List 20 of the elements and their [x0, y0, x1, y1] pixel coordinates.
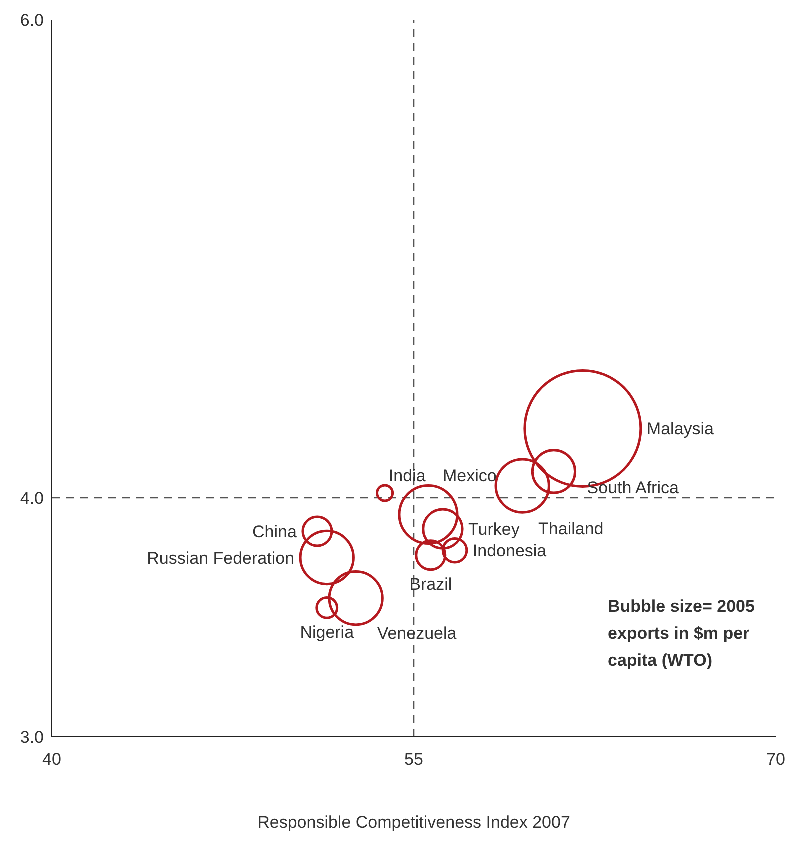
y-tick-label: 3.0	[20, 728, 44, 748]
annotation: Indonesia	[472, 542, 548, 561]
y-tick-label: 4.0	[20, 489, 44, 508]
annotation: Russian Federation	[147, 548, 295, 568]
annotation: Mexico	[442, 466, 497, 486]
annotation: Brazil	[410, 574, 452, 594]
annotation: Venezuela	[377, 624, 458, 643]
x-tick-label: 55	[404, 750, 424, 770]
annotation: Turkey	[468, 520, 520, 540]
annotation: China	[252, 522, 298, 542]
annotation: Nigeria	[300, 623, 355, 642]
y-tick-label: 6.0	[20, 11, 44, 30]
x-tick-label: 40	[42, 750, 62, 770]
annotation: South Africa	[587, 478, 680, 498]
x-tick-label: 70	[766, 750, 786, 770]
annotation: Thailand	[538, 520, 604, 539]
annotation: Bubble size= 2005 exports in $m per capita (WTO)	[608, 596, 756, 672]
x-axis-title: Responsible Competitiveness Index 2007	[256, 813, 572, 833]
annotation: India	[388, 466, 426, 486]
annotation: Malaysia	[646, 420, 715, 439]
